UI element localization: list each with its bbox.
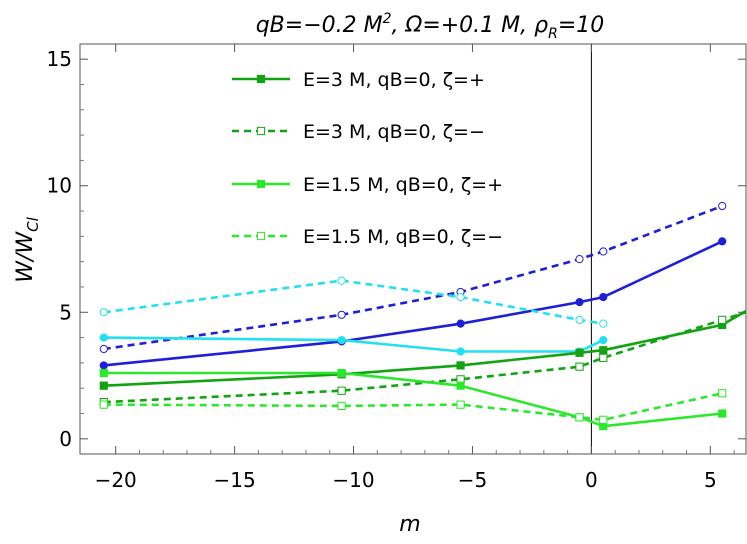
data-point: [456, 292, 465, 302]
data-point: [99, 400, 108, 409]
y-axis-label: W/WCl: [13, 216, 42, 282]
series-markers: [99, 201, 727, 431]
legend-label: E=1.5 M, qB=0, ζ=+: [303, 174, 503, 196]
legend-entry: E=1.5 M, qB=0, ζ=+: [232, 174, 503, 196]
data-point: [575, 315, 584, 324]
data-point: [99, 368, 108, 378]
axis-ticks: [80, 44, 746, 454]
y-tick-label: 10: [47, 174, 72, 198]
x-tick-label: −10: [332, 468, 374, 492]
data-point: [456, 319, 465, 328]
data-point: [718, 409, 727, 418]
data-point: [456, 400, 465, 409]
data-point: [575, 362, 584, 371]
x-axis-label: m: [399, 512, 420, 537]
data-point: [99, 381, 108, 390]
legend-label: E=3 M, qB=0, ζ=−: [303, 121, 485, 143]
data-point: [337, 401, 346, 411]
data-point: [337, 336, 346, 345]
x-tick-label: −15: [213, 468, 255, 492]
data-point: [99, 361, 108, 370]
data-point: [599, 336, 608, 345]
legend-marker: [256, 179, 266, 189]
data-point: [456, 347, 465, 356]
legend-entry: E=1.5 M, qB=0, ζ=−: [232, 226, 503, 248]
data-point: [99, 344, 108, 354]
y-tick-label: 0: [59, 427, 72, 451]
data-point: [575, 298, 584, 307]
data-point: [718, 201, 727, 211]
x-tick-label: 5: [704, 468, 717, 492]
series-line-7: [103, 392, 723, 422]
data-point: [718, 389, 727, 398]
data-point: [99, 308, 108, 317]
data-point: [337, 386, 346, 395]
data-point: [337, 368, 346, 378]
chart-title: qB=−0.2 M2, Ω=+0.1 M, ρR=10: [256, 11, 605, 42]
legend-marker: [256, 231, 266, 241]
legend-label: E=1.5 M, qB=0, ζ=−: [303, 226, 503, 248]
data-point: [599, 353, 608, 362]
data-point: [599, 247, 608, 256]
series-line-1: [103, 204, 723, 351]
data-point: [599, 415, 608, 424]
data-point: [456, 381, 465, 390]
series-line-0: [103, 240, 723, 367]
legend-entry: E=3 M, qB=0, ζ=−: [232, 121, 485, 143]
tick-labels: −20 −15 −10 −5 0 5 0 5 10 15: [47, 47, 717, 492]
data-point: [575, 255, 584, 264]
series-line-6: [103, 371, 723, 428]
data-point: [337, 310, 346, 319]
data-point: [575, 413, 584, 422]
legend-marker: [256, 126, 266, 136]
x-tick-label: −5: [458, 468, 487, 492]
data-point: [718, 237, 727, 246]
legend-label: E=3 M, qB=0, ζ=+: [303, 69, 485, 91]
data-point: [599, 346, 608, 355]
x-tick-label: 0: [585, 468, 598, 492]
data-point: [456, 361, 465, 370]
y-tick-label: 5: [59, 300, 72, 324]
y-tick-label: 15: [47, 47, 72, 71]
data-point: [599, 292, 608, 302]
data-point: [718, 315, 727, 324]
legend-entry: E=3 M, qB=0, ζ=+: [232, 69, 485, 91]
data-point: [337, 276, 346, 285]
data-point: [99, 333, 108, 342]
data-point: [575, 348, 584, 357]
x-tick-label: −20: [95, 468, 137, 492]
plot-frame: [79, 43, 747, 455]
data-point: [599, 319, 608, 328]
legend: E=3 M, qB=0, ζ=+ E=3 M, qB=0, ζ=− E=1.5 M,…: [232, 69, 503, 248]
legend-marker: [256, 74, 266, 84]
